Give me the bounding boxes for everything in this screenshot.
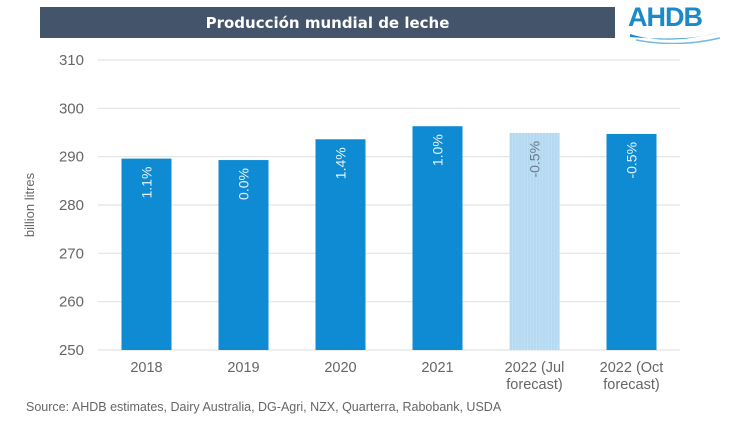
x-tick-label: 2019 xyxy=(227,360,259,376)
source-note: Source: AHDB estimates, Dairy Australia,… xyxy=(26,400,502,414)
bar-4 xyxy=(509,132,560,350)
x-tick-label: 2022 (Oct xyxy=(600,360,664,376)
chart-title: Producción mundial de leche xyxy=(205,13,450,32)
y-tick-label: 270 xyxy=(59,245,84,262)
chart-title-bar: Producción mundial de leche xyxy=(40,7,615,38)
bar-5 xyxy=(606,133,657,350)
data-label: 1.4% xyxy=(333,147,349,179)
logo-text: AHDB xyxy=(628,2,703,32)
y-axis-label: billion litres xyxy=(22,172,37,237)
x-tick-label: forecast) xyxy=(506,377,562,393)
x-tick-label: 2022 (Jul xyxy=(505,360,565,376)
data-label: 1.1% xyxy=(139,167,155,199)
x-tick-label: forecast) xyxy=(603,377,659,393)
ahdb-logo: AHDB xyxy=(628,2,728,44)
data-label: -0.5% xyxy=(624,142,640,179)
bar-3 xyxy=(412,126,463,350)
data-label: 1.0% xyxy=(430,134,446,166)
data-label: 0.0% xyxy=(236,168,252,200)
x-tick-label: 2021 xyxy=(421,360,453,376)
bar-2 xyxy=(315,139,366,350)
x-tick-label: 2018 xyxy=(130,360,162,376)
y-tick-label: 310 xyxy=(59,52,84,69)
y-tick-label: 260 xyxy=(59,294,84,311)
y-tick-label: 290 xyxy=(59,149,84,166)
bar-1 xyxy=(218,160,269,350)
y-tick-label: 300 xyxy=(59,100,84,117)
logo-wave-icon xyxy=(630,32,721,44)
bar-0 xyxy=(121,158,172,350)
y-tick-label: 280 xyxy=(59,197,84,214)
data-label: -0.5% xyxy=(527,141,543,178)
y-tick-label: 250 xyxy=(59,342,84,359)
x-tick-label: 2020 xyxy=(324,360,356,376)
